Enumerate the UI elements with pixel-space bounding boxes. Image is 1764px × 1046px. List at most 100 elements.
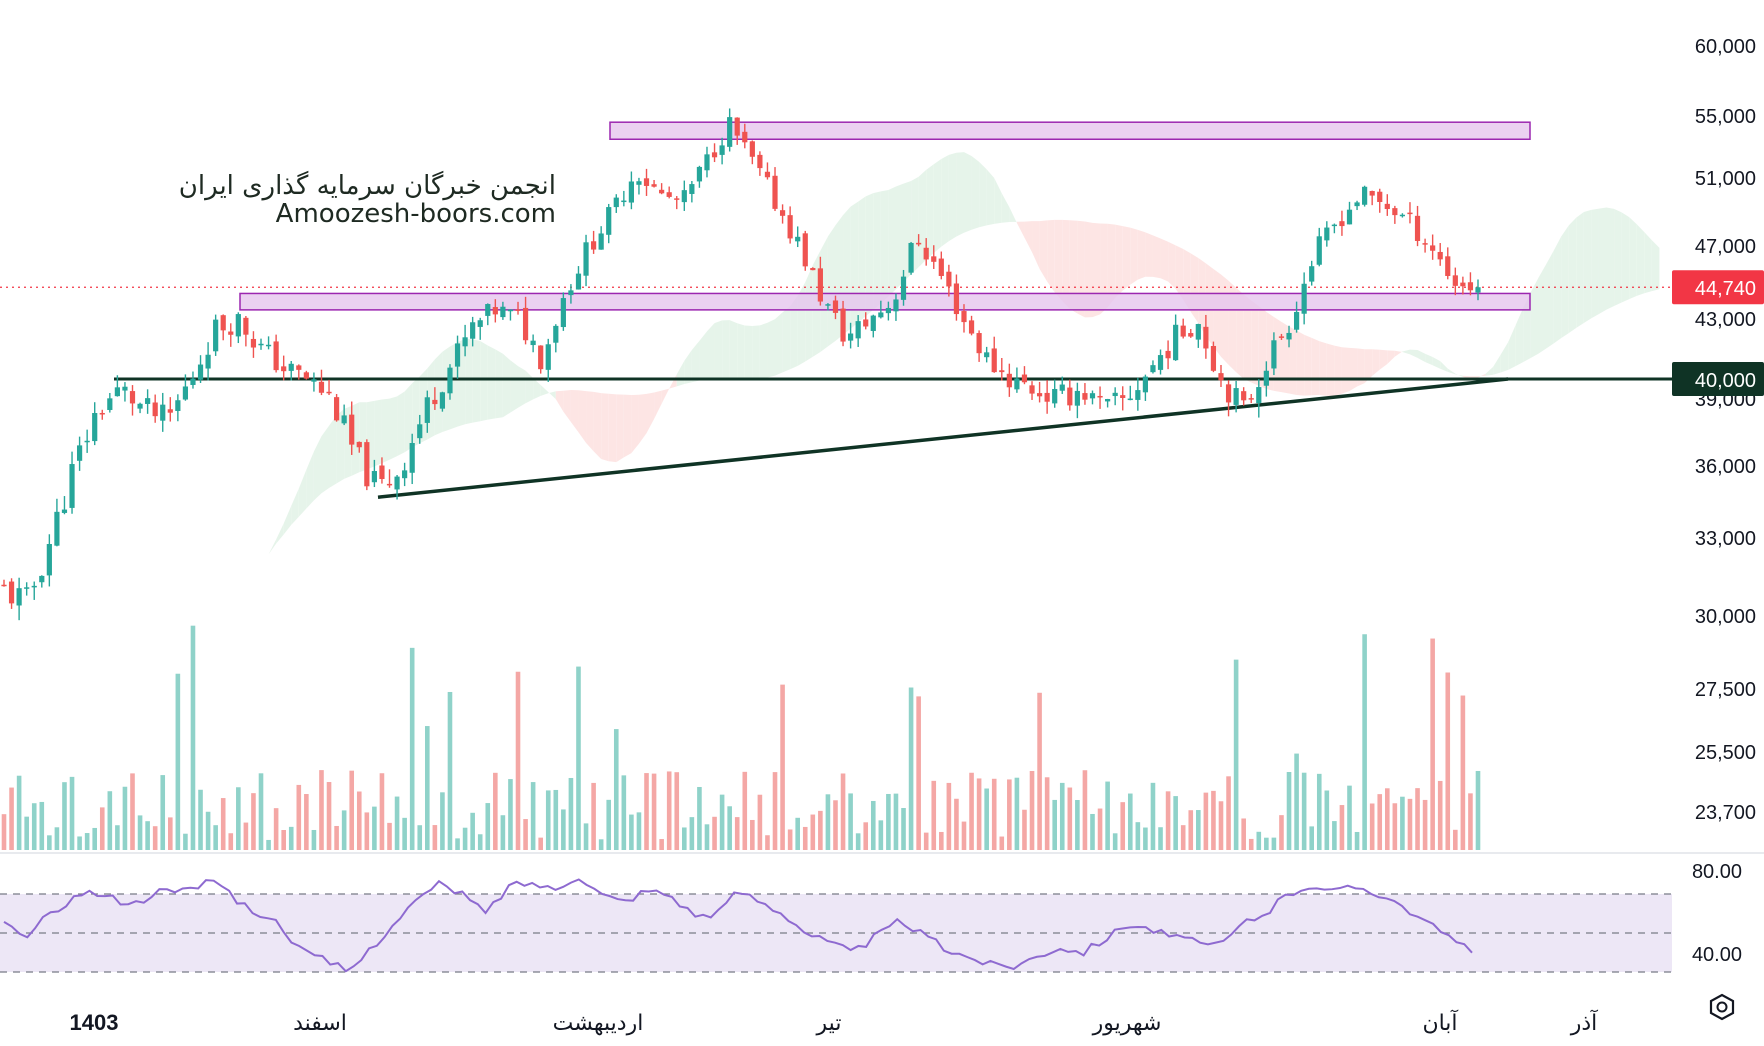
volume-bar — [1143, 827, 1148, 850]
volume-bar — [931, 780, 937, 850]
cloud-segment — [1160, 238, 1169, 282]
volume-bar — [470, 812, 475, 850]
candle-body — [61, 509, 68, 513]
cloud-segment — [1455, 373, 1463, 378]
cloud-segment — [1100, 223, 1108, 315]
price-tick-label: 55,000 — [1695, 106, 1756, 128]
cloud-segment — [1001, 193, 1010, 223]
volume-bar — [538, 837, 543, 850]
volume-bar — [1279, 815, 1284, 850]
candle-body — [916, 242, 922, 245]
cloud-segment — [1024, 221, 1033, 253]
cloud-segment — [986, 169, 995, 226]
volume-bar — [674, 772, 680, 850]
volume-bar — [1437, 780, 1443, 850]
volume-bar — [1347, 785, 1352, 850]
candle-body — [477, 320, 483, 327]
candle-body — [470, 322, 476, 339]
candle-body — [129, 391, 136, 404]
candle-body — [696, 166, 703, 182]
candle-body — [1430, 245, 1436, 251]
cloud-segment — [1251, 300, 1259, 386]
volume-bar — [39, 801, 45, 850]
rsi-panel — [0, 852, 1764, 973]
candle-body — [591, 241, 597, 250]
volume-bar — [772, 772, 778, 850]
candle-body — [1120, 395, 1126, 398]
candle-body — [1150, 365, 1156, 373]
candle-body — [923, 247, 929, 260]
candle-body — [795, 236, 801, 242]
volume-bar — [878, 820, 884, 850]
cloud-segment — [941, 154, 949, 247]
candle-body — [598, 233, 604, 250]
candle-body — [1225, 384, 1232, 403]
candle-body — [1059, 384, 1065, 391]
candle-body — [1036, 393, 1043, 397]
cloud-segment — [1417, 349, 1426, 362]
candle-body — [825, 304, 831, 306]
candle-body — [1044, 392, 1050, 402]
cloud-segment — [616, 394, 624, 463]
candle-body — [54, 511, 60, 546]
candle-body — [1460, 282, 1466, 287]
volume-bar — [1362, 634, 1367, 850]
candle-body — [356, 441, 362, 448]
volume-bar — [757, 794, 763, 850]
candle-body — [734, 117, 740, 136]
candle-body — [167, 409, 173, 413]
volume-bar — [16, 775, 22, 850]
volume-bar — [561, 809, 566, 850]
candle-body — [107, 398, 113, 410]
volume-bar — [1384, 788, 1390, 850]
candle-body — [636, 181, 642, 185]
volume-bar — [1339, 805, 1345, 850]
volume-bar — [840, 773, 846, 850]
candle-body — [228, 331, 234, 335]
candle-body — [409, 443, 415, 473]
volume-bar — [916, 696, 921, 850]
cloud-segment — [313, 436, 322, 501]
cloud-segment — [389, 396, 398, 460]
volume-bar — [1029, 770, 1035, 850]
candle-body — [439, 392, 446, 409]
volume-bar — [462, 827, 468, 850]
volume-bar — [1037, 692, 1042, 850]
cloud-segment — [1054, 219, 1063, 301]
volume-bar — [364, 812, 370, 850]
volume-bar — [666, 771, 672, 850]
volume-bar — [198, 789, 203, 850]
chart-settings-icon[interactable] — [1709, 993, 1735, 1021]
volume-bar — [1211, 790, 1216, 850]
candle-body — [1362, 186, 1368, 205]
volume-bar — [175, 673, 181, 850]
volume-bar — [447, 691, 453, 850]
candle-body — [76, 445, 83, 461]
candle-body — [114, 387, 120, 397]
price-tick-label: 27,500 — [1695, 679, 1756, 701]
cloud-segment — [1062, 219, 1070, 309]
candle-body — [553, 325, 559, 343]
volume-bar — [432, 825, 438, 850]
volume-bar — [493, 772, 498, 850]
volume-bar — [1294, 753, 1299, 850]
volume-bar — [77, 836, 82, 850]
volume-bar — [1301, 772, 1307, 850]
candle-body — [908, 242, 914, 273]
cloud-segment — [540, 385, 549, 396]
cloud-segment — [1168, 241, 1176, 289]
volume-bar — [356, 791, 362, 850]
cloud-segment — [548, 391, 556, 400]
candle-body — [999, 370, 1005, 373]
candle-body — [893, 299, 899, 312]
volume-bar — [1377, 794, 1383, 850]
cloud-segment — [1576, 212, 1584, 328]
volume-bar — [341, 810, 347, 850]
volume-bar — [810, 814, 816, 850]
candle-body — [742, 131, 748, 143]
candle-body — [787, 215, 793, 239]
cloud-segment — [933, 158, 942, 254]
cloud-segment — [1636, 224, 1645, 296]
cloud-segment — [1493, 354, 1501, 375]
